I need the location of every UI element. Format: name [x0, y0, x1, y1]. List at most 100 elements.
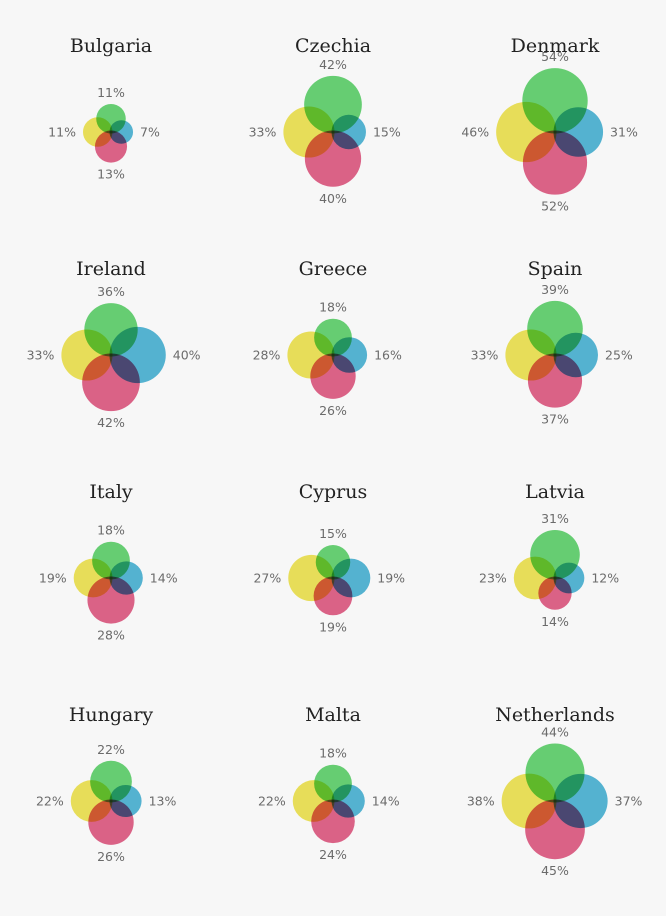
- venn-circle-bottom: [527, 353, 583, 408]
- venn-circle-bottom: [311, 799, 355, 844]
- percent-label-right: 31%: [610, 125, 638, 140]
- percent-label-top: 18%: [319, 300, 347, 315]
- panel-title: Bulgaria: [69, 35, 153, 57]
- venn-circle-bottom: [304, 130, 362, 187]
- percent-label-top: 11%: [97, 85, 125, 100]
- percent-label-top: 44%: [541, 724, 569, 739]
- panel-title: Denmark: [510, 35, 600, 57]
- percent-label-bottom: 52%: [541, 199, 569, 214]
- venn-panel-denmark: Denmark 54% 52% 46% 31%: [444, 0, 666, 223]
- percent-label-right: 15%: [373, 125, 401, 140]
- percent-label-right: 25%: [605, 348, 633, 363]
- percent-label-left: 38%: [467, 794, 495, 809]
- venn-circle-bottom: [310, 353, 356, 399]
- percent-label-right: 40%: [173, 348, 201, 363]
- panel-title: Ireland: [76, 258, 146, 280]
- percent-label-bottom: 19%: [319, 619, 347, 634]
- panel-title: Hungary: [68, 704, 154, 726]
- venn-panel-italy: Italy 18% 28% 19% 14%: [0, 446, 222, 669]
- percent-label-bottom: 24%: [319, 847, 347, 862]
- venn-circle-top: [92, 541, 130, 580]
- percent-label-bottom: 45%: [541, 863, 569, 878]
- venn-diagram: 18% 24% 22% 14%: [258, 746, 400, 862]
- percent-label-left: 11%: [48, 125, 76, 140]
- venn-circle-top: [525, 743, 585, 803]
- percent-label-top: 36%: [97, 284, 125, 299]
- venn-circle-bottom: [525, 799, 585, 860]
- percent-label-bottom: 26%: [319, 403, 347, 418]
- percent-label-top: 15%: [319, 526, 347, 541]
- venn-diagram: 15% 19% 27% 19%: [253, 526, 405, 634]
- venn-panel-cyprus: Cyprus 15% 19% 27% 19%: [222, 446, 444, 669]
- venn-circle-bottom: [538, 576, 572, 610]
- percent-label-left: 33%: [249, 125, 277, 140]
- panel-title: Netherlands: [495, 704, 615, 726]
- venn-diagram: 44% 45% 38% 37%: [467, 724, 643, 878]
- percent-label-bottom: 14%: [541, 614, 569, 629]
- percent-label-top: 18%: [319, 746, 347, 761]
- percent-label-top: 39%: [541, 282, 569, 297]
- venn-diagram: 18% 28% 19% 14%: [39, 523, 178, 643]
- percent-label-left: 22%: [258, 794, 286, 809]
- percent-label-right: 14%: [150, 571, 178, 586]
- venn-panel-netherlands: Netherlands 44% 45% 38% 37%: [444, 669, 666, 892]
- venn-diagram: 42% 40% 33% 15%: [249, 57, 401, 206]
- percent-label-top: 31%: [541, 511, 569, 526]
- venn-circle-top: [314, 318, 352, 357]
- percent-label-bottom: 26%: [97, 849, 125, 864]
- percent-label-left: 33%: [27, 348, 55, 363]
- venn-circle-bottom: [94, 130, 128, 163]
- venn-panel-bulgaria: Bulgaria 11% 13% 11% 7%: [0, 0, 222, 223]
- venn-diagram: 54% 52% 46% 31%: [461, 49, 638, 214]
- venn-panel-greece: Greece 18% 26% 28% 16%: [222, 223, 444, 446]
- percent-label-bottom: 28%: [97, 628, 125, 643]
- venn-panel-malta: Malta 18% 24% 22% 14%: [222, 669, 444, 892]
- venn-circle-top: [522, 68, 588, 134]
- venn-panel-ireland: Ireland 36% 42% 33% 40%: [0, 223, 222, 446]
- percent-label-left: 23%: [479, 571, 507, 586]
- venn-diagram: 22% 26% 22% 13%: [36, 742, 177, 864]
- percent-label-right: 16%: [374, 348, 402, 363]
- panel-title: Spain: [527, 258, 583, 280]
- venn-diagram: 18% 26% 28% 16%: [253, 300, 402, 418]
- percent-label-right: 14%: [372, 794, 400, 809]
- percent-label-right: 13%: [149, 794, 177, 809]
- percent-label-top: 42%: [319, 57, 347, 72]
- percent-label-left: 27%: [253, 571, 281, 586]
- percent-label-top: 22%: [97, 742, 125, 757]
- percent-label-left: 22%: [36, 794, 64, 809]
- percent-label-top: 54%: [541, 49, 569, 64]
- percent-label-right: 37%: [615, 794, 643, 809]
- venn-circle-top: [84, 303, 138, 357]
- percent-label-bottom: 40%: [319, 191, 347, 206]
- percent-label-right: 19%: [377, 571, 405, 586]
- percent-label-left: 28%: [253, 348, 281, 363]
- venn-circle-bottom: [87, 576, 135, 624]
- percent-label-bottom: 37%: [541, 412, 569, 427]
- panel-title: Cyprus: [298, 481, 368, 503]
- venn-circle-top: [314, 764, 352, 803]
- venn-panel-spain: Spain 39% 37% 33% 25%: [444, 223, 666, 446]
- venn-circle-top: [530, 529, 580, 580]
- venn-circle-bottom: [522, 130, 588, 195]
- venn-diagram: 36% 42% 33% 40%: [27, 284, 201, 430]
- percent-label-top: 18%: [97, 523, 125, 538]
- percent-label-left: 33%: [471, 348, 499, 363]
- venn-circle-top: [304, 75, 362, 134]
- venn-panel-czechia: Czechia 42% 40% 33% 15%: [222, 0, 444, 223]
- percent-label-left: 19%: [39, 571, 67, 586]
- percent-label-bottom: 42%: [97, 415, 125, 430]
- panel-title: Malta: [305, 704, 361, 726]
- venn-diagram: 39% 37% 33% 25%: [471, 282, 633, 427]
- venn-circle-bottom: [88, 799, 134, 845]
- panel-title: Czechia: [294, 35, 372, 57]
- panel-title: Latvia: [525, 481, 585, 503]
- venn-panel-hungary: Hungary 22% 26% 22% 13%: [0, 669, 222, 892]
- venn-diagram: 31% 14% 23% 12%: [479, 511, 619, 629]
- venn-circle-top: [315, 545, 351, 580]
- percent-label-bottom: 13%: [97, 167, 125, 182]
- percent-label-left: 46%: [461, 125, 489, 140]
- percent-label-right: 12%: [591, 571, 619, 586]
- venn-diagram: 11% 13% 11% 7%: [48, 85, 160, 182]
